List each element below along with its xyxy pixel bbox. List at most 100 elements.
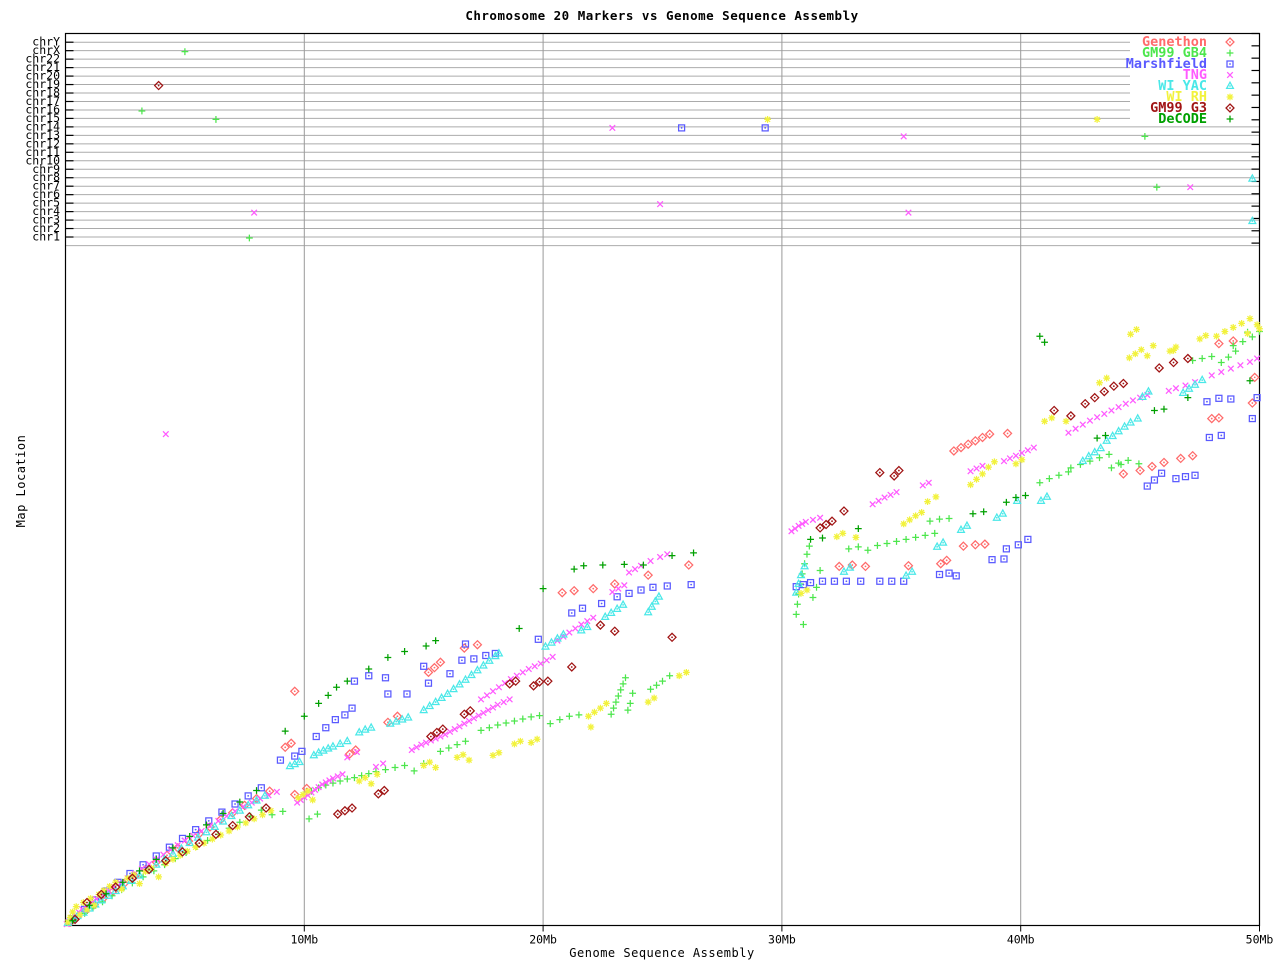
- scatter-point: [208, 835, 216, 843]
- scatter-point-dot: [230, 815, 233, 818]
- scatter-point: [962, 520, 972, 529]
- scatter-point: [795, 522, 802, 530]
- scatter-point: [606, 607, 616, 616]
- scatter-point: [408, 746, 416, 754]
- scatter-point: [153, 80, 164, 91]
- scatter-point-dot: [336, 813, 339, 816]
- scatter-point: [205, 822, 215, 832]
- scatter-point: [1208, 372, 1215, 379]
- scatter-point: [610, 704, 617, 712]
- scatter-point: [1122, 400, 1130, 407]
- scatter-point-dot: [343, 714, 346, 716]
- scatter-point-dot: [898, 469, 900, 472]
- scatter-point-dot: [967, 443, 970, 446]
- scatter-point: [609, 588, 616, 596]
- scatter-point: [225, 827, 233, 835]
- scatter-point-dot: [592, 587, 595, 590]
- scatter-point: [852, 533, 860, 541]
- scatter-point-dot: [1139, 469, 1141, 472]
- scatter-point: [649, 583, 657, 591]
- scatter-point-dot: [441, 728, 444, 730]
- scatter-point-dot: [797, 583, 800, 585]
- scatter-point: [250, 815, 258, 823]
- chromosome-label-chr12: chr12: [25, 136, 60, 150]
- scatter-point: [1248, 414, 1256, 423]
- scatter-point-dot: [1105, 439, 1108, 442]
- scatter-point-dot: [279, 759, 282, 762]
- scatter-point: [87, 895, 94, 902]
- scatter-point: [260, 790, 270, 799]
- scatter-point-dot: [247, 795, 250, 797]
- scatter-point: [1191, 471, 1199, 479]
- scatter-point: [1218, 368, 1225, 376]
- scatter-point: [566, 662, 577, 672]
- scatter-point: [334, 773, 341, 780]
- scatter-point: [874, 542, 881, 549]
- scatter-point: [1126, 417, 1136, 426]
- scatter-point-dot: [647, 574, 650, 577]
- scatter-point-dot: [902, 580, 905, 583]
- scatter-point: [584, 617, 591, 625]
- series-decode: [69, 332, 1254, 925]
- scatter-point-dot: [1210, 417, 1213, 420]
- scatter-point-dot: [1229, 398, 1232, 400]
- scatter-point: [235, 805, 245, 814]
- legend-label-genethon: Genethon: [1142, 34, 1207, 50]
- scatter-point: [921, 531, 929, 539]
- scatter-point: [938, 537, 948, 546]
- scatter-point-dot: [1005, 547, 1008, 550]
- scatter-point: [350, 677, 359, 685]
- legend-marker-wi-yac: [1225, 80, 1235, 90]
- scatter-point: [253, 787, 260, 794]
- scatter-point-dot: [107, 894, 110, 897]
- scatter-point: [617, 686, 625, 694]
- chromosome-label-chr2: chr2: [32, 221, 60, 235]
- scatter-point: [96, 889, 107, 900]
- scatter-point: [609, 124, 616, 132]
- scatter-point: [1133, 326, 1140, 333]
- scatter-point: [437, 724, 448, 734]
- scatter-point-dot: [948, 572, 950, 575]
- scatter-point: [543, 656, 550, 664]
- scatter-point-dot: [1103, 390, 1106, 393]
- scatter-point: [1172, 343, 1180, 351]
- scatter-point: [72, 903, 80, 910]
- scatter-point: [643, 607, 653, 616]
- scatter-point: [924, 498, 931, 505]
- scatter-point: [1229, 324, 1237, 331]
- scatter-point-dot: [613, 583, 616, 585]
- scatter-point: [903, 560, 914, 571]
- scatter-point: [615, 585, 622, 592]
- chromosome-label-chr21: chr21: [25, 60, 60, 74]
- scatter-point-dot: [86, 901, 88, 904]
- scatter-point: [151, 859, 161, 868]
- scatter-point: [969, 510, 977, 518]
- scatter-point-dot: [864, 565, 867, 568]
- scatter-point: [1055, 471, 1063, 479]
- scatter-point: [945, 515, 953, 522]
- scatter-point: [659, 677, 666, 685]
- scatter-point: [565, 712, 573, 720]
- scatter-point: [1190, 379, 1200, 388]
- scatter-point: [1229, 342, 1237, 350]
- scatter-point: [1147, 461, 1157, 472]
- scatter-point: [802, 518, 810, 526]
- chromosome-label-chr9: chr9: [32, 162, 60, 176]
- scatter-point: [1036, 332, 1044, 340]
- scatter-point: [515, 625, 523, 632]
- scatter-point: [533, 735, 541, 743]
- scatter-point-dot: [293, 690, 296, 693]
- scatter-point: [96, 895, 106, 904]
- scatter-point: [299, 791, 307, 798]
- scatter-point: [339, 771, 346, 778]
- scatter-point: [365, 672, 373, 680]
- scatter-point: [666, 672, 674, 680]
- scatter-point-dot: [1229, 85, 1231, 87]
- scatter-point: [1168, 357, 1179, 368]
- scatter-point: [625, 589, 633, 598]
- scatter-point: [76, 911, 84, 919]
- x-tick-label: 50Mb: [1246, 933, 1274, 947]
- scatter-point-dot: [1123, 425, 1126, 428]
- scatter-point: [1246, 315, 1254, 323]
- x-tick-label: 20Mb: [529, 933, 557, 947]
